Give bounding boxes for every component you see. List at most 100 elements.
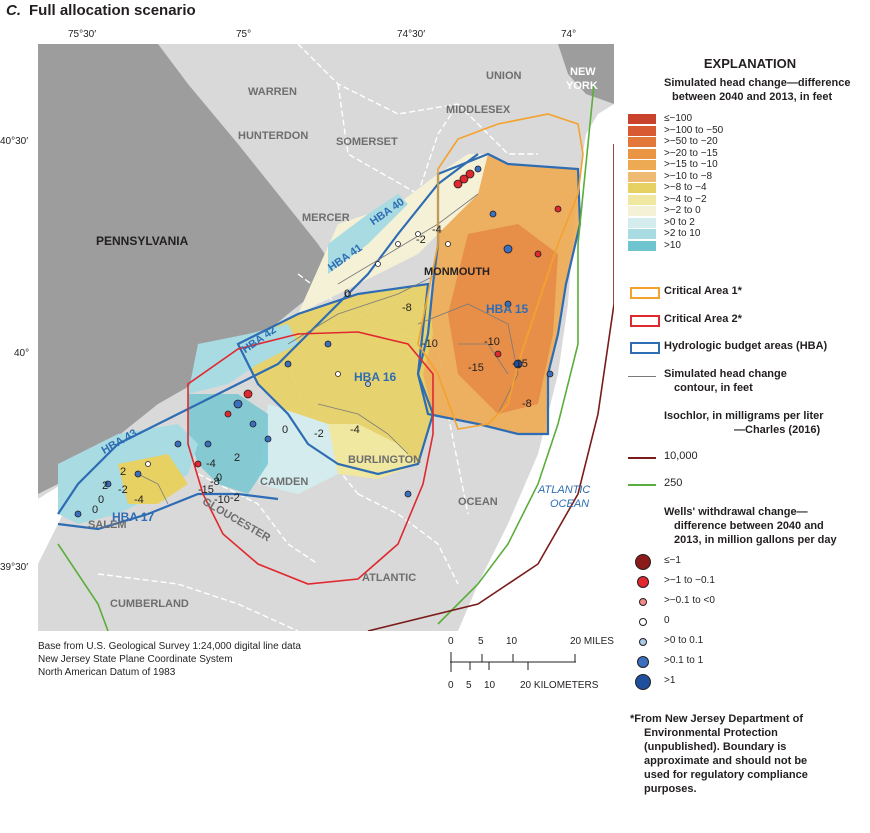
- wells-title-2: difference between 2040 and: [674, 520, 824, 532]
- footnote-line: *From New Jersey Department of: [630, 713, 803, 725]
- contour-label: -10: [422, 338, 438, 350]
- footnote-line: purposes.: [644, 783, 697, 795]
- state-label-york: YORK: [566, 80, 598, 92]
- scale-km-5: 5: [466, 680, 472, 691]
- well-legend-marker: [639, 638, 647, 646]
- ocean-label-line1: ATLANTIC: [538, 484, 591, 496]
- figure-title-text: Full allocation scenario: [29, 2, 196, 19]
- lon-tick-75: 75°: [236, 29, 252, 40]
- map-credits: Base from U.S. Geological Survey 1:24,00…: [38, 640, 301, 679]
- legend-head-change-title-1: Simulated head change—difference: [664, 77, 851, 89]
- critical-area-1-swatch: [630, 287, 660, 299]
- new-york-region: [558, 44, 614, 104]
- county-label-ocean: OCEAN: [458, 496, 498, 508]
- ramp-label: >2 to 10: [664, 228, 701, 239]
- ramp-swatch: [628, 217, 656, 228]
- ramp-label: >−8 to −4: [664, 182, 707, 193]
- critical-area-1-outline: [417, 113, 584, 430]
- footnote-line: (unpublished). Boundary is: [644, 741, 787, 753]
- contour-label: 2: [120, 466, 127, 478]
- ramp-swatch: [628, 194, 656, 205]
- ramp-swatch: [628, 240, 656, 251]
- footnote-line: approximate and should not be: [644, 755, 808, 767]
- well-legend-label: >0 to 0.1: [664, 635, 704, 646]
- ocean-label-line2: OCEAN: [550, 498, 590, 510]
- contour-label: 0: [282, 424, 289, 436]
- ramp-label: >−10 to −8: [664, 170, 713, 182]
- credit-line: North American Datum of 1983: [38, 667, 176, 678]
- scale-mile-20: 20 MILES: [570, 636, 614, 647]
- footnote-line: used for regulatory compliance: [644, 769, 808, 781]
- legend-footnote: *From New Jersey Department of Environme…: [630, 712, 870, 796]
- contour-label: -2: [416, 234, 426, 246]
- contour-label: -8: [402, 302, 412, 314]
- well-legend-marker: [637, 656, 649, 668]
- contour-label: 0: [92, 504, 99, 516]
- head-change-ramp: ≤−100 >−100 to −50 >−50 to −20 >−20 to −15 >…: [622, 113, 862, 274]
- ramp-label: ≤−100: [664, 113, 693, 124]
- well-legend-label: >0.1 to 1: [664, 655, 704, 666]
- ramp-label: >−2 to 0: [664, 205, 701, 216]
- figure-letter: C.: [6, 2, 21, 19]
- hba-swatch: [630, 342, 660, 354]
- state-label-delaware: DELAWARE: [27, 558, 40, 622]
- wells-title-3: 2013, in million gallons per day: [674, 534, 837, 546]
- hba-40-shading: [298, 154, 488, 314]
- ramp-label: >−20 to −15: [664, 147, 718, 159]
- footnote-line: Environmental Protection: [644, 727, 778, 739]
- contour-label: 0: [216, 472, 223, 484]
- contour-label: -4: [432, 224, 442, 236]
- scale-km-0: 0: [448, 680, 454, 691]
- contour-label: -15: [512, 358, 528, 370]
- isochlor-10000-label: 10,000: [664, 450, 698, 462]
- well-legend-label: >−0.1 to <0: [664, 595, 715, 606]
- contour-label: -10: [484, 336, 500, 348]
- isochlor-250-label: 250: [664, 477, 683, 489]
- well-legend-marker: [637, 576, 649, 588]
- scale-bar: 0 5 10 20 MILES 0 5 10 20 KILOMETERS: [440, 636, 620, 694]
- ramp-label: >−50 to −20: [664, 136, 718, 147]
- ramp-label: >0 to 2: [664, 216, 695, 228]
- isochlor-title-1: Isochlor, in milligrams per liter: [664, 410, 824, 422]
- state-label-new: NEW: [570, 66, 596, 78]
- ramp-swatch: [628, 148, 656, 159]
- ramp-label: >−15 to −10: [664, 159, 718, 170]
- hba-17-shading: [118, 454, 188, 504]
- scale-bar-lines: [450, 652, 576, 672]
- contour-swatch: [628, 376, 656, 377]
- ramp-swatch: [628, 114, 656, 124]
- ramp-swatch: [628, 160, 656, 170]
- legend-head-change-title-2: between 2040 and 2013, in feet: [672, 91, 833, 103]
- pennsylvania-region: [38, 44, 338, 494]
- county-label-salem: SALEM: [88, 519, 127, 531]
- ramp-swatch: [628, 171, 656, 182]
- credit-line: Base from U.S. Geological Survey 1:24,00…: [38, 641, 301, 652]
- head-change-contours: [137, 193, 519, 505]
- wells-title-1: Wells' withdrawal change—: [664, 506, 808, 518]
- scale-mile-10: 10: [506, 636, 518, 647]
- contour-label: -8: [522, 398, 532, 410]
- hba-label-15: HBA 15: [486, 302, 529, 316]
- well-legend-label: >1: [664, 675, 676, 686]
- contour-label-1: Simulated head change: [664, 368, 787, 380]
- ramp-label: >−4 to −2: [664, 193, 707, 205]
- scale-km-10: 10: [484, 680, 496, 691]
- isochlor-title-2: —Charles (2016): [734, 424, 821, 436]
- ramp-swatch: [628, 137, 656, 147]
- well-legend-label: 0: [664, 615, 670, 626]
- ramp-swatch: [628, 229, 656, 239]
- critical-area-2-outline: [187, 331, 434, 585]
- critical-area-2-swatch: [630, 315, 660, 327]
- county-label-warren: WARREN: [248, 86, 297, 98]
- county-label-atlantic: ATLANTIC: [362, 572, 417, 584]
- well-legend-marker: [635, 554, 651, 570]
- critical-area-2-label: Critical Area 2*: [664, 313, 742, 325]
- well-legend-label: >−1 to −0.1: [664, 575, 715, 586]
- contour-label: 2: [102, 480, 109, 492]
- contour-label: 2: [234, 452, 241, 464]
- ramp-label: >−100 to −50: [664, 124, 724, 136]
- credit-line: New Jersey State Plane Coordinate System: [38, 654, 233, 665]
- map-svg: [38, 43, 615, 632]
- contour-label: -2: [230, 492, 240, 504]
- county-label-cumberland: CUMBERLAND: [110, 598, 189, 610]
